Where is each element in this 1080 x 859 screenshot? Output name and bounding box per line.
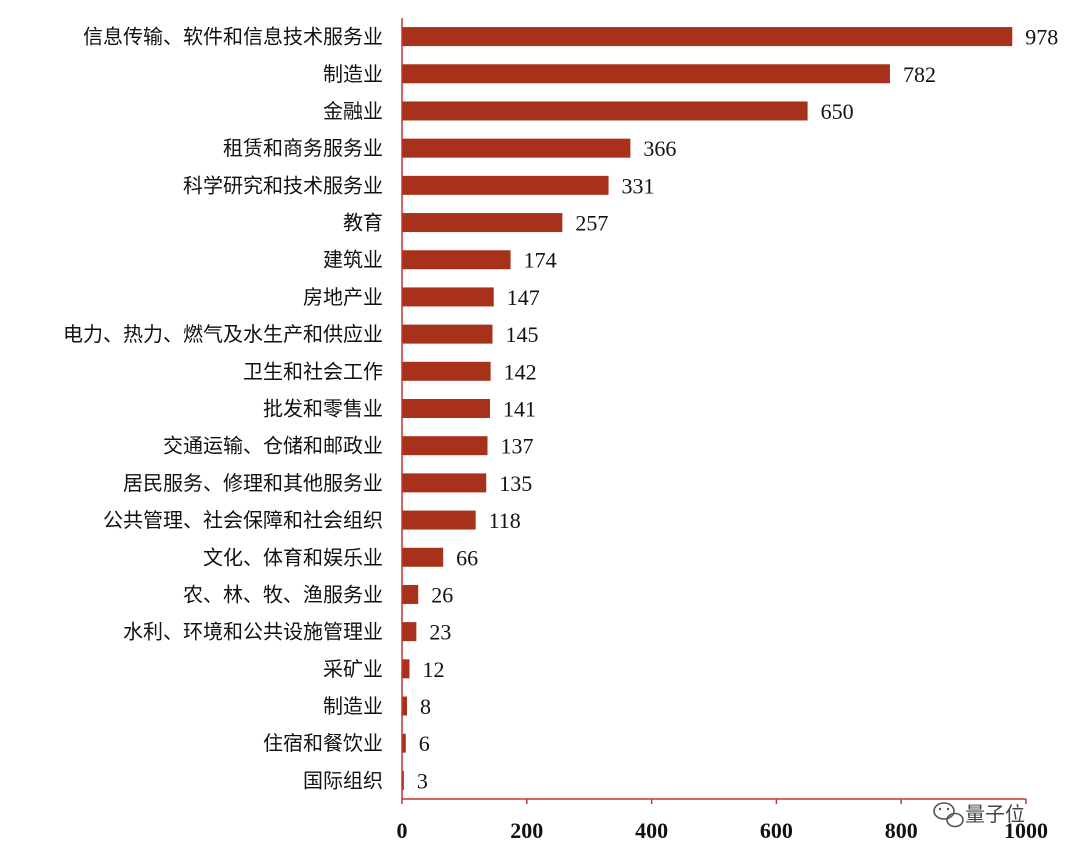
category-label: 文化、体育和娱乐业: [203, 545, 383, 569]
category-label: 金融业: [323, 99, 383, 123]
bar: [402, 436, 488, 456]
category-label: 租赁和商务服务业: [223, 136, 383, 160]
category-label: 信息传输、软件和信息技术服务业: [83, 25, 383, 49]
bar: [402, 659, 410, 679]
category-label: 住宿和餐饮业: [263, 731, 383, 755]
bar: [402, 138, 631, 158]
watermark-text: 量子位: [965, 802, 1025, 826]
category-label: 批发和零售业: [263, 397, 383, 421]
data-label: 137: [500, 434, 533, 459]
data-label: 978: [1025, 25, 1058, 50]
category-label: 房地产业: [303, 285, 383, 309]
data-label: 331: [622, 173, 655, 198]
x-ticks: 0 200 400 600 800 1000: [397, 799, 1048, 843]
category-label: 采矿业: [323, 657, 383, 681]
bar: [402, 287, 494, 307]
bar: [402, 175, 609, 195]
bar: [402, 584, 419, 604]
category-label: 农、林、牧、渔服务业: [183, 582, 383, 606]
data-label: 142: [504, 359, 537, 384]
bar: [402, 250, 511, 270]
watermark: 量子位: [933, 802, 1025, 828]
data-label: 26: [431, 582, 453, 607]
x-tick-label: 200: [510, 818, 543, 843]
category-label: 制造业: [323, 694, 383, 718]
bars: [402, 27, 1013, 790]
category-label: 居民服务、修理和其他服务业: [123, 471, 383, 495]
data-label: 782: [903, 62, 936, 87]
x-tick-label: 600: [760, 818, 793, 843]
data-label: 3: [417, 768, 428, 793]
data-label: 147: [507, 285, 540, 310]
category-label: 建筑业: [323, 248, 383, 272]
bar: [402, 101, 808, 121]
x-tick-label: 400: [635, 818, 668, 843]
data-label: 650: [821, 99, 854, 124]
bar: [402, 64, 890, 84]
category-label: 教育: [343, 211, 383, 235]
data-label: 66: [456, 545, 478, 570]
data-label: 6: [419, 731, 430, 756]
data-label: 257: [575, 211, 608, 236]
bar: [402, 696, 407, 716]
bar: [402, 361, 491, 381]
bar: [402, 473, 487, 493]
x-tick-label: 800: [885, 818, 918, 843]
bar: [402, 770, 404, 790]
data-label: 366: [643, 136, 676, 161]
category-label: 公共管理、社会保障和社会组织: [103, 508, 383, 532]
value-labels: 9787826503663312571741471451421411371351…: [417, 25, 1058, 794]
x-tick-label: 1000: [1004, 818, 1048, 843]
data-label: 141: [503, 397, 536, 422]
bar: [402, 324, 493, 344]
category-label: 电力、热力、燃气及水生产和供应业: [63, 322, 383, 346]
axes: [401, 18, 1026, 800]
wechat-icon: [933, 802, 964, 828]
bar: [402, 213, 563, 233]
bar: [402, 733, 406, 753]
data-label: 118: [489, 508, 521, 533]
bar: [402, 510, 476, 530]
data-label: 135: [499, 471, 532, 496]
bar: [402, 27, 1013, 47]
bar: [402, 547, 444, 567]
bar: [402, 622, 417, 642]
data-label: 145: [505, 322, 538, 347]
category-label: 科学研究和技术服务业: [183, 173, 383, 197]
category-label: 水利、环境和公共设施管理业: [123, 620, 383, 644]
x-tick-label: 0: [397, 818, 408, 843]
data-label: 8: [420, 694, 431, 719]
category-label: 卫生和社会工作: [243, 359, 383, 383]
category-labels: 信息传输、软件和信息技术服务业制造业金融业租赁和商务服务业科学研究和技术服务业教…: [63, 25, 383, 793]
category-label: 国际组织: [303, 768, 383, 792]
data-label: 12: [422, 657, 444, 682]
data-label: 174: [524, 248, 557, 273]
data-label: 23: [429, 620, 451, 645]
category-label: 交通运输、仓储和邮政业: [163, 434, 383, 458]
bar: [402, 399, 490, 418]
category-label: 制造业: [323, 62, 383, 86]
